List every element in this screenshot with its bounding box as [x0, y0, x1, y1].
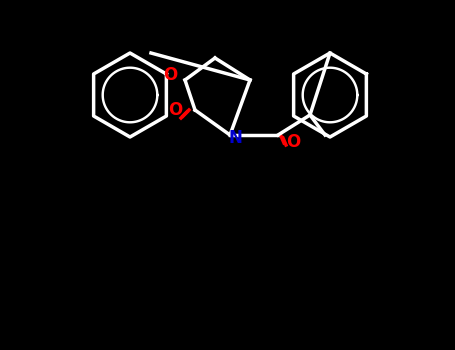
- Text: O: O: [286, 133, 300, 151]
- Text: O: O: [163, 66, 177, 84]
- Text: N: N: [228, 129, 242, 147]
- Text: O: O: [168, 101, 182, 119]
